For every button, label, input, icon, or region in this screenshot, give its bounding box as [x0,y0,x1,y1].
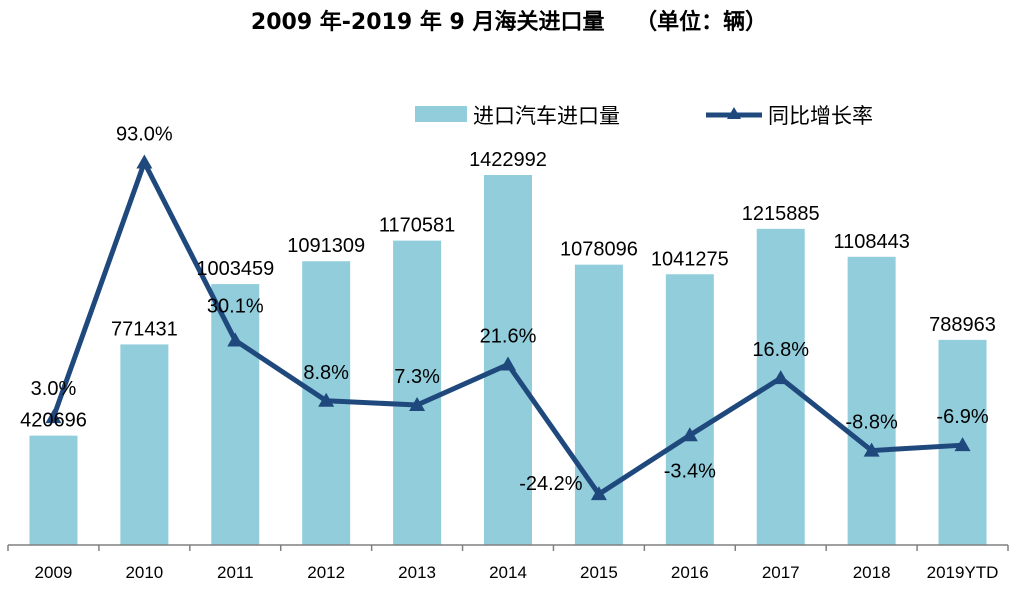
growth-rate-marker-2011 [227,332,244,347]
bar-2009 [29,435,78,545]
x-tick-label-2009: 2009 [35,563,73,582]
bar-2015 [574,264,623,545]
legend: 进口汽车进口量 同比增长率 [415,104,873,128]
growth-rate-label: -6.9% [936,406,988,428]
bar-2011 [211,284,260,545]
bar-value-label: 1078096 [560,239,638,261]
bar-2010 [120,344,169,545]
bar-value-label: 788963 [929,314,996,336]
bar-value-label: 1003459 [196,258,274,280]
growth-rate-label: -3.4% [664,460,716,482]
growth-rate-label: 21.6% [480,326,537,348]
bar-value-label: 420696 [20,410,87,432]
x-tick-label-2011: 2011 [217,563,254,582]
growth-rate-marker-2010 [136,154,153,169]
growth-rate-marker-2013 [409,397,426,411]
x-tick-label-2014: 2014 [489,563,527,582]
bar-value-label: 1091309 [287,235,365,257]
legend-bar-swatch [415,106,467,122]
growth-rate-label: 3.0% [31,378,77,400]
line-series-group [45,154,971,501]
growth-rate-marker-2014 [500,356,516,371]
growth-rate-marker-2016 [681,427,698,442]
chart-title: 2009 年-2019 年 9 月海关进口量 （单位：辆） [250,10,768,35]
x-tick-label-2012: 2012 [307,563,345,582]
growth-rate-marker-2015 [590,486,607,501]
bar-value-label: 1422992 [469,149,547,171]
growth-rate-marker-2019YTD [954,437,971,452]
x-tick-label-2018: 2018 [853,563,891,582]
x-tick-label-2015: 2015 [580,563,618,582]
x-tick-label-2016: 2016 [671,563,709,582]
growth-rate-label: 16.8% [752,339,809,361]
bar-value-label: 1108443 [833,231,909,253]
bar-2018 [847,256,896,545]
x-tick-label-2010: 2010 [125,563,163,582]
bar-2013 [393,240,442,545]
legend-line-label: 同比增长率 [768,104,873,128]
x-ticks-group: 2009 2010 2011 2012 2013 2014 2015 2016 2017 2018… [7,545,1009,582]
growth-rate-label: 93.0% [116,123,173,145]
bar-value-label: 1215885 [742,203,820,225]
legend-triangle-marker [727,107,741,119]
x-tick-label-2013: 2013 [398,563,436,582]
bar-value-label: 1170581 [379,215,455,237]
growth-rate-marker-2017 [772,370,789,385]
bar-2016 [665,274,714,545]
growth-rate-marker-2012 [318,392,335,407]
growth-rate-label: 30.1% [207,295,264,317]
x-tick-label-2019YTD: 2019YTD [927,563,999,582]
growth-rate-label: 8.8% [303,362,349,384]
x-tick-label-2017: 2017 [762,563,800,582]
growth-rate-label: 7.3% [394,366,440,388]
growth-rate-label: -8.8% [846,412,898,434]
growth-rate-label: -24.2% [519,473,583,495]
data-labels-group: 420696 771431 1003459 1091309 1170581 1422992… [20,123,996,495]
bar-value-label: 1041275 [651,248,729,270]
growth-rate-marker-2009 [45,409,62,424]
growth-rate-marker-2018 [863,442,880,457]
bar-value-label: 771431 [111,318,178,340]
legend-bar-label: 进口汽车进口量 [473,104,620,128]
